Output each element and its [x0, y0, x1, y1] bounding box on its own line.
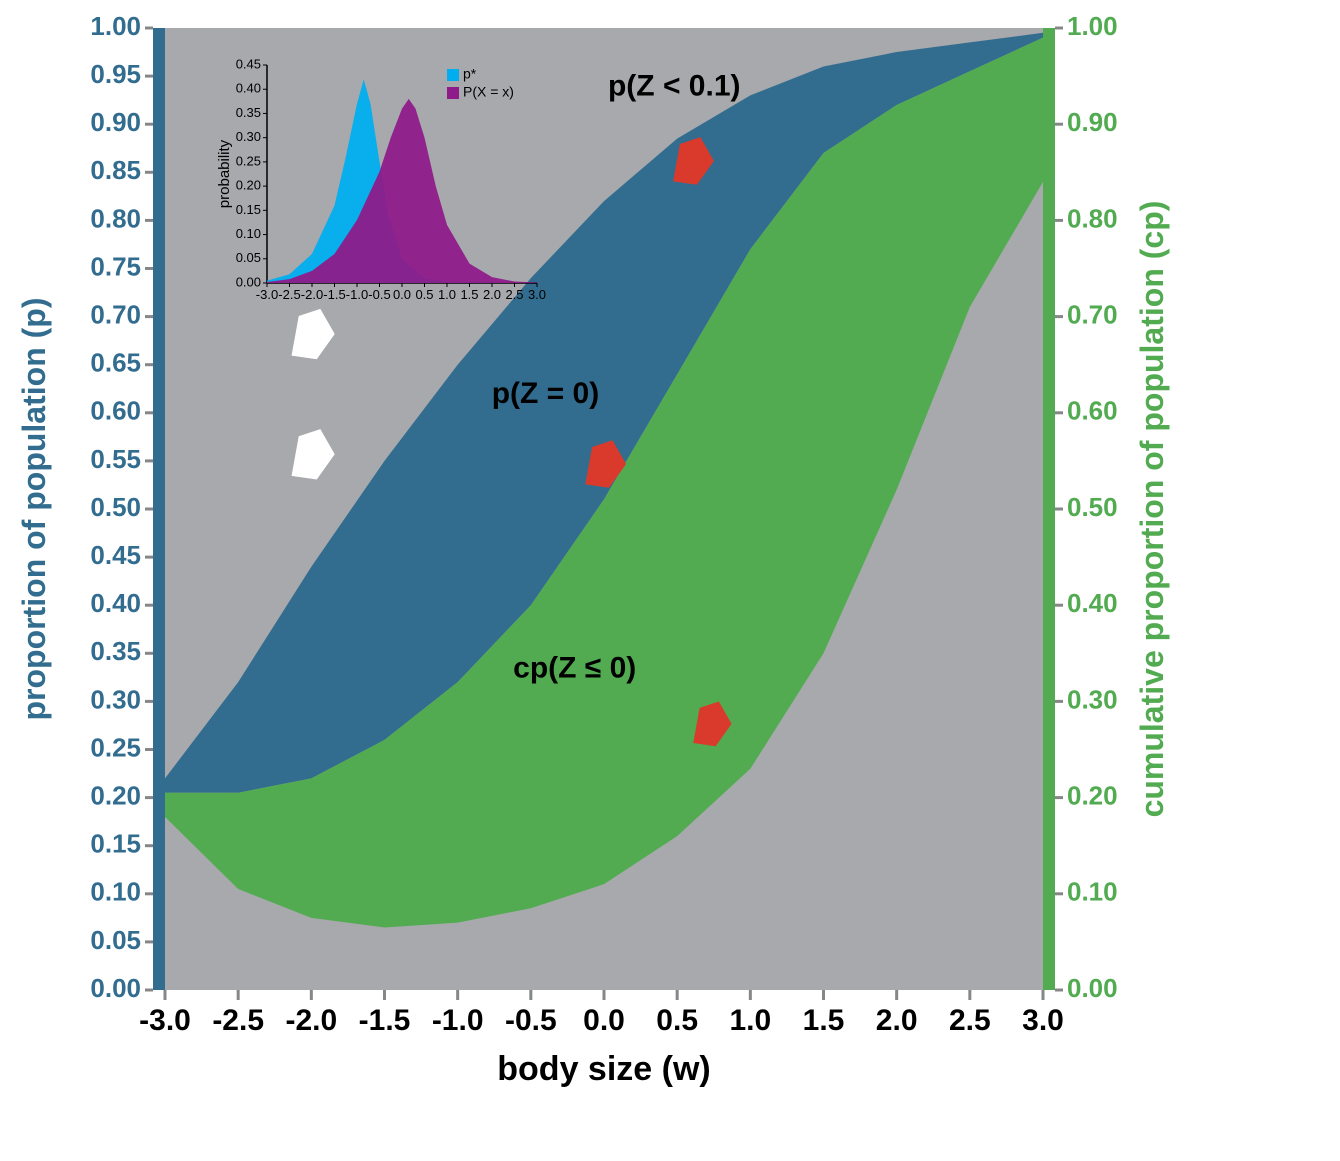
left-tick-label: 0.70 — [90, 299, 141, 329]
left-tick-label: 0.20 — [90, 780, 141, 810]
x-tick-label: 3.0 — [1022, 1004, 1064, 1037]
right-tick-label: 0.10 — [1067, 877, 1118, 907]
left-tick-label: 0.80 — [90, 203, 141, 233]
left-tick-label: 0.15 — [90, 829, 141, 859]
left-tick-label: 0.05 — [90, 925, 141, 955]
right-tick-label: 0.30 — [1067, 684, 1118, 714]
x-tick-label: -1.5 — [359, 1004, 411, 1037]
left-tick-label: 0.85 — [90, 155, 141, 185]
right-tick-label: 0.70 — [1067, 299, 1118, 329]
inset-legend-label: p* — [463, 66, 477, 82]
inset-xtick: 1.0 — [438, 287, 456, 302]
inset-ytick: 0.25 — [236, 153, 261, 168]
x-tick-label: -0.5 — [505, 1004, 557, 1037]
x-tick-label: -1.0 — [432, 1004, 484, 1037]
x-tick-label: 0.0 — [583, 1004, 625, 1037]
inset-ytick: 0.45 — [236, 56, 261, 71]
inset-xtick: 2.5 — [505, 287, 523, 302]
inset-legend-label: P(X = x) — [463, 84, 514, 100]
right-tick-label: 0.40 — [1067, 588, 1118, 618]
p_lt_label: p(Z < 0.1) — [608, 69, 741, 102]
chart-svg: p(Z < 0.1) p(Z = 0) cp(Z ≤ 0) 0.00 0.05 0.10 0… — [0, 0, 1340, 1161]
inset-legend-swatch — [447, 87, 459, 99]
inset-ytick: 0.20 — [236, 178, 261, 193]
inset-ytick: 0.15 — [236, 202, 261, 217]
chart-container: { "canvas": { "width": 1340, "height": 1… — [0, 0, 1340, 1161]
inset-ytick: 0.40 — [236, 81, 261, 96]
left-tick-label: 0.75 — [90, 251, 141, 281]
right-tick-label: 0.60 — [1067, 396, 1118, 426]
inset-ytick: 0.35 — [236, 105, 261, 120]
right-tick-label: 1.00 — [1067, 11, 1118, 41]
left-tick-label: 0.40 — [90, 588, 141, 618]
inset-xtick: -2.0 — [301, 287, 323, 302]
left-tick-label: 0.90 — [90, 107, 141, 137]
left-axis-bar — [153, 28, 165, 990]
left-tick-label: 0.25 — [90, 732, 141, 762]
left-tick-label: 0.30 — [90, 684, 141, 714]
inset-ylabel: probability — [216, 139, 233, 208]
x-tick-label: 1.5 — [803, 1004, 845, 1037]
inset-xtick: 3.0 — [528, 287, 546, 302]
right-axis-bar — [1043, 28, 1055, 990]
inset-xtick: -1.5 — [323, 287, 345, 302]
left-axis-title: proportion of population (p) — [16, 298, 52, 721]
right-tick-label: 0.20 — [1067, 780, 1118, 810]
x-tick-label: -2.0 — [285, 1004, 337, 1037]
x-tick-label: 2.0 — [876, 1004, 918, 1037]
right-tick-label: 0.50 — [1067, 492, 1118, 522]
right-axis-title: cumulative proportion of population (cp) — [1134, 201, 1170, 818]
inset-xtick: 1.5 — [460, 287, 478, 302]
left-tick-label: 0.55 — [90, 444, 141, 474]
inset-xtick: 0.5 — [415, 287, 433, 302]
x-tick-label: 1.0 — [729, 1004, 771, 1037]
inset-ytick: 0.30 — [236, 129, 261, 144]
inset-ytick: 0.05 — [236, 250, 261, 265]
inset-xtick: -3.0 — [256, 287, 278, 302]
left-tick-label: 0.00 — [90, 973, 141, 1003]
right-tick-label: 0.00 — [1067, 973, 1118, 1003]
inset-xtick: -1.0 — [346, 287, 368, 302]
left-tick-label: 0.95 — [90, 59, 141, 89]
left-tick-label: 0.10 — [90, 877, 141, 907]
inset-xtick: -2.5 — [278, 287, 300, 302]
right-tick-label: 0.90 — [1067, 107, 1118, 137]
inset-legend-swatch — [447, 69, 459, 81]
cp_le_label: cp(Z ≤ 0) — [513, 651, 636, 684]
left-tick-label: 1.00 — [90, 11, 141, 41]
right-tick-label: 0.80 — [1067, 203, 1118, 233]
inset-xtick: 0.0 — [393, 287, 411, 302]
x-axis-title: body size (w) — [497, 1050, 710, 1088]
left-tick-label: 0.45 — [90, 540, 141, 570]
x-tick-label: 0.5 — [656, 1004, 698, 1037]
inset-xtick: -0.5 — [368, 287, 390, 302]
left-tick-label: 0.35 — [90, 636, 141, 666]
left-tick-label: 0.65 — [90, 348, 141, 378]
x-tick-label: -3.0 — [139, 1004, 191, 1037]
p_eq_label: p(Z = 0) — [492, 377, 600, 410]
left-tick-label: 0.50 — [90, 492, 141, 522]
x-tick-label: -2.5 — [212, 1004, 264, 1037]
inset-ytick: 0.10 — [236, 226, 261, 241]
x-tick-label: 2.5 — [949, 1004, 991, 1037]
left-tick-label: 0.60 — [90, 396, 141, 426]
inset-xtick: 2.0 — [483, 287, 501, 302]
